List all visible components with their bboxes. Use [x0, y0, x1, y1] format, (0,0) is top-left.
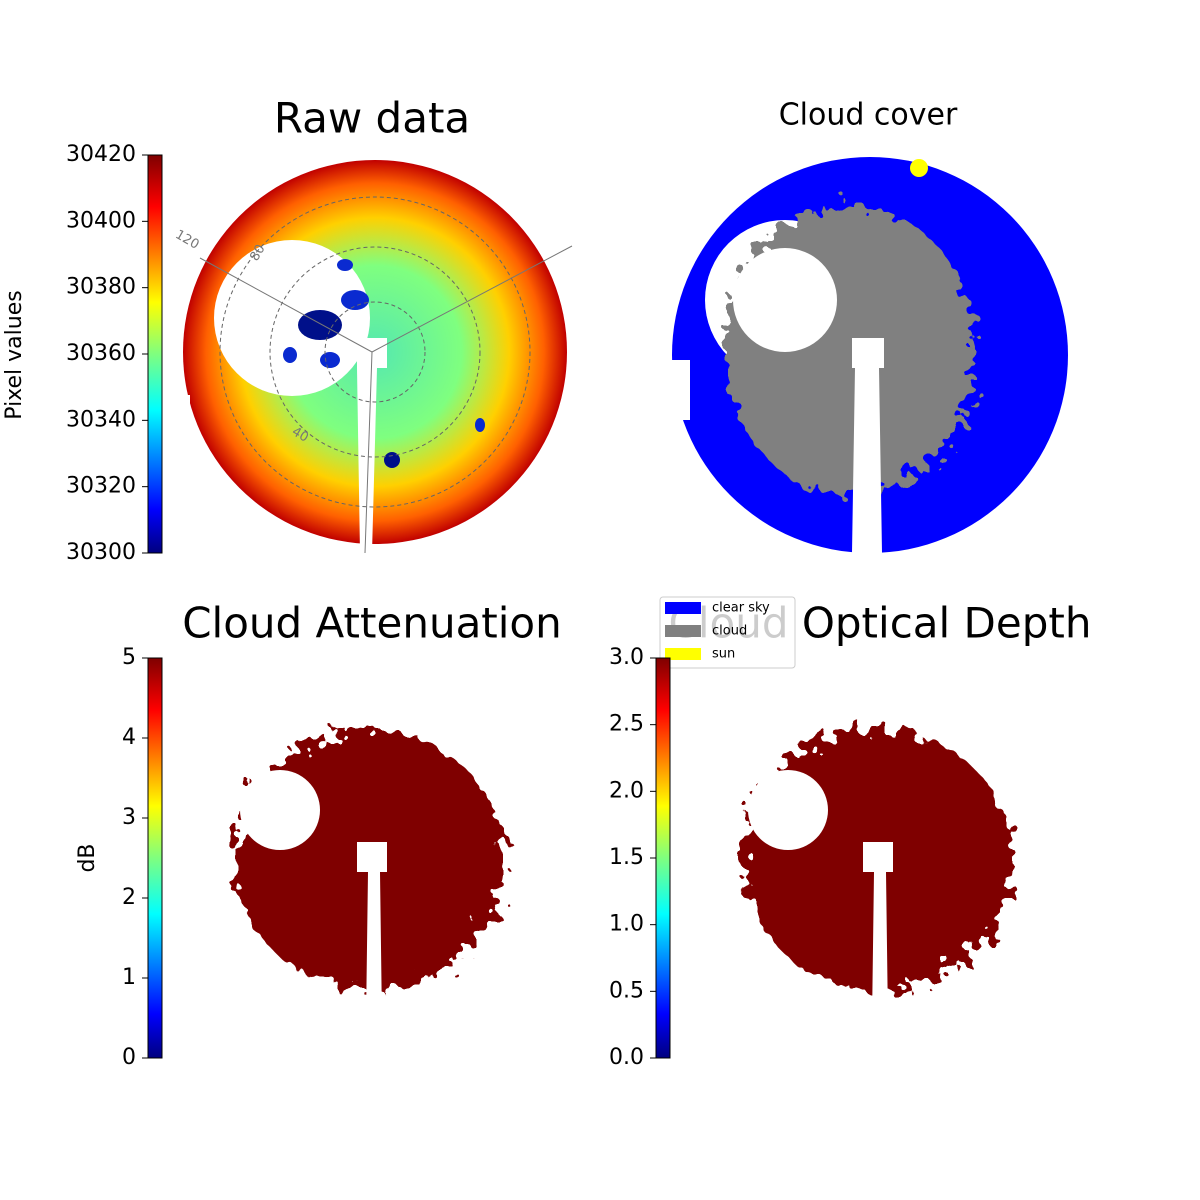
- optical-depth-image: [743, 730, 1013, 1022]
- colorbar-label: Pixel values: [2, 290, 27, 419]
- colorbar-tick-label: 30400: [66, 208, 136, 233]
- polar-label: 40: [289, 424, 311, 445]
- colorbar: [147, 154, 163, 554]
- colorbar: [147, 657, 163, 1059]
- colorbar-tick-label: 1.0: [609, 912, 644, 937]
- colorbar-tick-label: 30360: [66, 341, 136, 366]
- cloud-cover-image: [660, 157, 1068, 553]
- colorbar-tick-label: 2.5: [609, 712, 644, 737]
- attenuation-image: [235, 730, 505, 1022]
- panel-title: Cloud cover: [779, 98, 958, 133]
- polar-label: 120: [172, 227, 201, 252]
- colorbar-tick-label: 2.0: [609, 778, 644, 803]
- colorbar-tick-label: 0: [122, 1045, 136, 1070]
- legend-label: cloud: [712, 624, 747, 639]
- colorbar-tick-label: 0.5: [609, 978, 644, 1003]
- colorbar-tick-label: 0.0: [609, 1045, 644, 1070]
- colorbar-tick-label: 30420: [66, 142, 136, 167]
- colorbar: [655, 657, 671, 1059]
- colorbar-tick-label: 30320: [66, 474, 136, 499]
- colorbar-tick-label: 3: [122, 805, 136, 830]
- colorbar-label: dB: [75, 843, 100, 872]
- legend-swatch: [665, 648, 701, 660]
- panel-title: Cloud Attenuation: [182, 599, 562, 648]
- colorbar-tick-label: 30380: [66, 275, 136, 300]
- colorbar-tick-label: 4: [122, 725, 136, 750]
- colorbar-tick-label: 30300: [66, 540, 136, 565]
- colorbar-tick-label: 1: [122, 965, 136, 990]
- colorbar-tick-label: 5: [122, 645, 136, 670]
- colorbar-tick-label: 2: [122, 885, 136, 910]
- legend-swatch: [665, 602, 701, 614]
- panel-title: Raw data: [274, 94, 470, 143]
- polar-label: 80: [247, 242, 268, 264]
- legend-label: sun: [712, 647, 735, 662]
- raw-image: [170, 160, 573, 554]
- colorbar-tick-label: 1.5: [609, 845, 644, 870]
- legend-label: clear sky: [712, 601, 770, 616]
- colorbar-tick-label: 3.0: [609, 645, 644, 670]
- legend-swatch: [665, 625, 701, 637]
- colorbar-tick-label: 30340: [66, 407, 136, 432]
